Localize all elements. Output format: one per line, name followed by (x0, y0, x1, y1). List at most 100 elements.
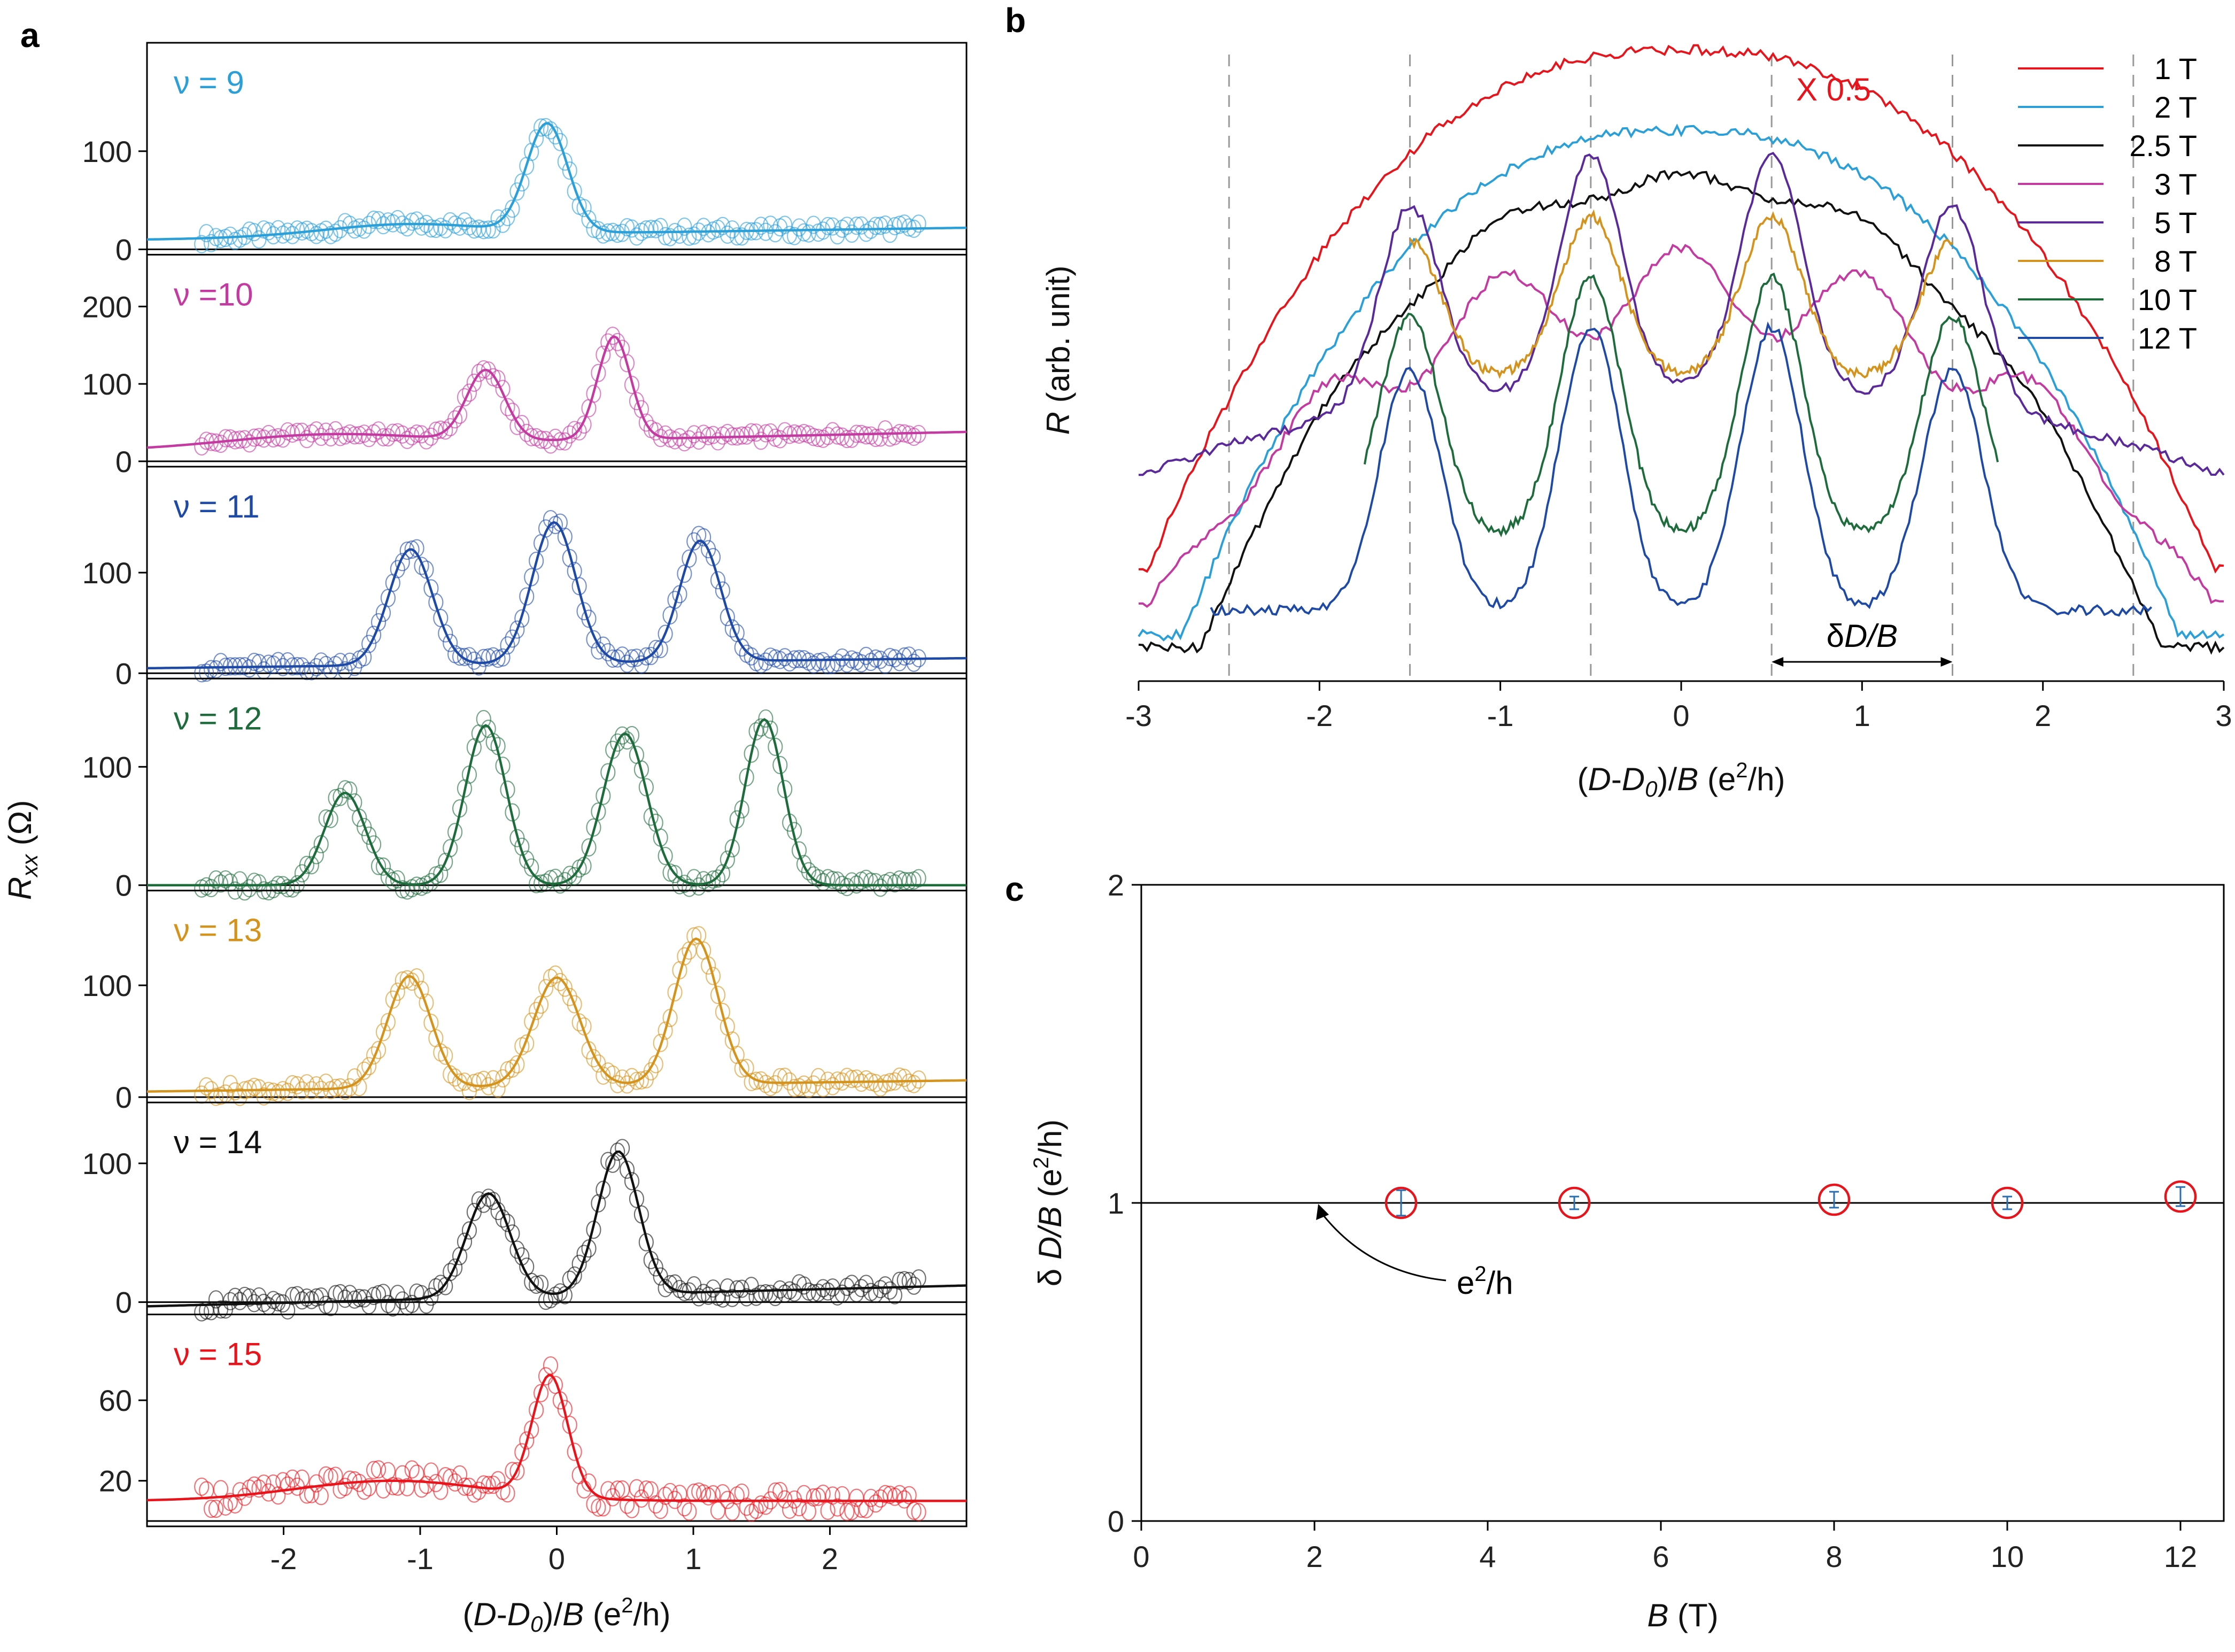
panel-a-xlabel-sub0: 0 (530, 1611, 543, 1636)
data-point-circle (380, 212, 396, 231)
data-point-circle (615, 1139, 630, 1157)
panel-b-x-axis-label: (D-D0)/B (e2/h) (1577, 759, 1785, 801)
data-point-circle (524, 568, 539, 586)
data-point-circle (547, 868, 563, 887)
nu-label: ν = 11 (174, 489, 260, 524)
data-point-circle (911, 1503, 926, 1522)
data-point-circle (624, 1172, 640, 1191)
nu-label: ν = 12 (174, 700, 262, 736)
data-point-circle (299, 662, 315, 681)
data-point-circle (366, 1046, 382, 1065)
panel-b-ylabel-r: R (1040, 412, 1076, 435)
data-point-circle (370, 1285, 386, 1303)
data-point-circle (366, 626, 382, 644)
data-point-circle (213, 434, 229, 453)
data-point-circle (304, 856, 319, 875)
data-point-circle (911, 1269, 926, 1288)
data-point-circle (308, 846, 324, 864)
x-tick-label: 0 (548, 1542, 565, 1576)
data-point-circle (409, 211, 424, 230)
data-point-circle (844, 1502, 860, 1520)
panel-b-xlabel-minus: - (1611, 761, 1622, 797)
data-point-circle (863, 652, 879, 671)
data-point-circle (567, 995, 582, 1014)
data-point-circle (662, 1275, 678, 1294)
data-point-circle (390, 1285, 405, 1303)
x-tick-label: 3 (2215, 699, 2232, 732)
data-point-circle (505, 199, 520, 218)
data-point-circle (194, 1477, 210, 1496)
x-tick-label: 0 (1133, 1540, 1149, 1573)
data-point-circle (524, 858, 539, 877)
data-point-circle (242, 1288, 257, 1307)
panel-b: -3 -2 -1 0 1 2 3 X 0.5 δD/B 1 T2 T2.5 T3 T5 T8… (1040, 44, 2232, 801)
data-point-circle (638, 413, 654, 432)
data-point-circle (419, 1476, 434, 1494)
data-point-circle (471, 364, 486, 382)
data-point-circle (682, 878, 697, 897)
data-point-circle (610, 333, 625, 351)
data-point-circle (443, 1469, 458, 1487)
data-point-circle (605, 649, 621, 668)
y-tick-label: 0 (1108, 1504, 1124, 1538)
series-line-2_5T (1138, 169, 2225, 655)
panel-a-xlabel-unit-open: (e (584, 1596, 621, 1632)
data-point-circle (705, 1485, 721, 1504)
data-point-circle (285, 424, 300, 443)
data-point-circle (643, 219, 659, 238)
data-point-circle (686, 226, 702, 245)
data-point-circle (533, 1384, 549, 1402)
data-point-circle (820, 1282, 836, 1301)
x-tick-label: -1 (407, 1542, 434, 1576)
data-point-circle (791, 1498, 807, 1517)
data-point-circle (758, 1496, 774, 1515)
data-point-circle (213, 230, 229, 249)
x-tick-label: 2 (2035, 699, 2051, 732)
data-point-circle (399, 430, 415, 449)
data-point-circle (275, 1472, 291, 1491)
data-point-circle (194, 235, 210, 253)
data-point-circle (581, 838, 597, 857)
data-point-circle (361, 635, 377, 653)
data-point-circle (461, 383, 477, 402)
fit-line (146, 1150, 967, 1308)
data-point-circle (648, 639, 663, 658)
data-point-circle (854, 654, 869, 673)
nu-label: ν = 13 (174, 913, 262, 948)
data-point-circle (557, 978, 573, 997)
data-point-circle (476, 1070, 491, 1089)
data-point-circle (552, 432, 568, 451)
data-point-circle (438, 852, 453, 871)
data-point-circle (514, 173, 530, 192)
data-point-circle (581, 210, 597, 229)
data-point-circle (830, 653, 845, 672)
data-point-circle (308, 1076, 324, 1095)
data-point-circle (859, 646, 874, 665)
data-point-circle (586, 1495, 601, 1514)
data-point-circle (629, 1071, 645, 1090)
data-point-circle (390, 1477, 405, 1496)
data-point-circle (691, 431, 707, 450)
data-point-circle (280, 1476, 296, 1495)
data-point-circle (543, 510, 559, 529)
data-point-circle (524, 142, 539, 161)
data-point-circle (419, 431, 434, 450)
data-point-circle (438, 220, 453, 238)
data-point-circle (380, 1013, 396, 1031)
data-point-circle (352, 1288, 367, 1307)
data-point-circle (868, 1494, 884, 1513)
data-point-circle (744, 1072, 759, 1091)
series-line-3T (1138, 243, 2224, 608)
data-point-circle (710, 1501, 726, 1520)
data-point-circle (481, 220, 496, 239)
data-point-circle (892, 215, 907, 234)
data-point-circle (844, 224, 860, 243)
data-point-circle (810, 1068, 826, 1086)
fit-line (146, 521, 966, 670)
data-point-circle (328, 223, 343, 242)
panel-a-xlabel-b: B (562, 1596, 584, 1632)
data-point-circle (911, 869, 926, 887)
data-point-circle (648, 1258, 663, 1277)
data-point-circle (586, 1049, 601, 1068)
